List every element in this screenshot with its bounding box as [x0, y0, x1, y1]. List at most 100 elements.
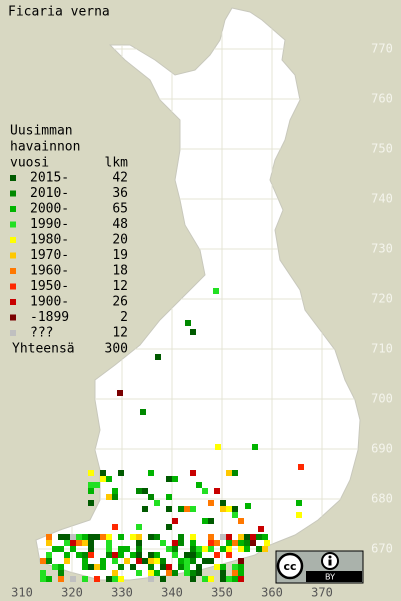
observation-square [106, 552, 112, 558]
observation-square [196, 552, 202, 558]
observation-square [112, 524, 118, 530]
observation-square [184, 558, 190, 564]
observation-square [136, 558, 142, 564]
observation-square [154, 534, 160, 540]
x-tick-label: 310 [11, 586, 33, 600]
observation-square [130, 564, 136, 570]
observation-square [245, 503, 251, 509]
observation-square [136, 540, 142, 546]
observation-square [166, 494, 172, 500]
observation-square [142, 558, 148, 564]
observation-square [40, 576, 46, 582]
observation-square [238, 564, 244, 570]
observation-square [112, 552, 118, 558]
observation-square [190, 576, 196, 582]
observation-square [58, 570, 64, 576]
observation-square [190, 546, 196, 552]
observation-square [136, 534, 142, 540]
legend-label: 2000- [30, 202, 69, 217]
observation-square [172, 570, 178, 576]
observation-square [117, 390, 123, 396]
observation-square [190, 552, 196, 558]
legend-swatch [10, 221, 16, 228]
observation-square [238, 558, 244, 564]
observation-square [208, 534, 214, 540]
observation-square [148, 534, 154, 540]
observation-square [215, 444, 221, 450]
observation-square [118, 576, 124, 582]
observation-square [190, 329, 196, 335]
observation-square [124, 546, 130, 552]
observation-square [70, 546, 76, 552]
observation-square [94, 482, 100, 488]
observation-square [136, 570, 142, 576]
observation-square [190, 506, 196, 512]
observation-square [184, 506, 190, 512]
legend-count: 12 [112, 279, 128, 294]
legend-label: 1960- [30, 264, 69, 279]
observation-square [232, 576, 238, 582]
observation-square [88, 564, 94, 570]
observation-square [238, 534, 244, 540]
observation-square [88, 500, 94, 506]
observation-square [46, 558, 52, 564]
observation-square [178, 540, 184, 546]
observation-square [202, 576, 208, 582]
observation-square [160, 540, 166, 546]
legend-count: 20 [112, 233, 128, 248]
observation-square [64, 540, 70, 546]
observation-square [142, 506, 148, 512]
y-tick-label: 700 [371, 392, 393, 406]
observation-square [100, 564, 106, 570]
observation-square [46, 576, 52, 582]
observation-square [46, 534, 52, 540]
observation-square [112, 488, 118, 494]
observation-square [52, 564, 58, 570]
observation-square [58, 576, 64, 582]
observation-square [208, 546, 214, 552]
observation-square [220, 500, 226, 506]
legend-count: 18 [112, 264, 128, 279]
legend-label: ??? [30, 326, 53, 341]
observation-square [130, 534, 136, 540]
observation-square [155, 354, 161, 360]
x-tick-label: 340 [161, 586, 183, 600]
observation-square [76, 552, 82, 558]
observation-square [220, 564, 226, 570]
badge-strip [306, 571, 362, 582]
observation-square [64, 552, 70, 558]
observation-square [208, 576, 214, 582]
observation-square [252, 444, 258, 450]
observation-square [214, 552, 220, 558]
observation-square [154, 558, 160, 564]
observation-square [232, 506, 238, 512]
legend-label: 1900- [30, 295, 69, 310]
observation-square [106, 546, 112, 552]
observation-square [196, 546, 202, 552]
observation-square [148, 470, 154, 476]
observation-square [220, 534, 226, 540]
y-tick-label: 680 [371, 492, 393, 506]
observation-square [166, 546, 172, 552]
observation-square [178, 534, 184, 540]
observation-square [160, 576, 166, 582]
observation-square [40, 558, 46, 564]
legend-label: 1950- [30, 279, 69, 294]
observation-square [232, 564, 238, 570]
observation-square [106, 494, 112, 500]
observation-square [100, 476, 106, 482]
observation-square [208, 500, 214, 506]
observation-square [106, 540, 112, 546]
legend-swatch [10, 314, 16, 321]
observation-square [178, 506, 184, 512]
observation-square [184, 570, 190, 576]
cc-icon [276, 552, 304, 580]
legend-label: 1980- [30, 233, 69, 248]
legend-swatch [10, 175, 16, 181]
observation-square [136, 524, 142, 530]
observation-square [185, 320, 191, 326]
observation-square [166, 564, 172, 570]
observation-square [148, 570, 154, 576]
observation-square [112, 494, 118, 500]
x-tick-label: 350 [211, 586, 233, 600]
